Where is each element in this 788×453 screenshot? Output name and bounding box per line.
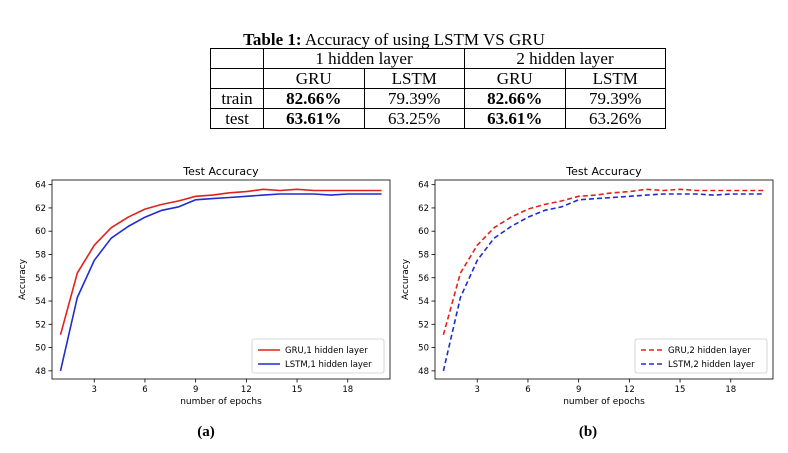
chart-b-y-tick-label: 50 (418, 344, 429, 354)
chart-b-y-tick-label: 54 (418, 297, 429, 307)
table-group-header: 1 hidden layer (263, 48, 465, 69)
table-cell: 82.66% (263, 88, 365, 109)
chart-a-x-tick-label: 18 (342, 385, 353, 395)
table-row-label: train (210, 88, 264, 109)
chart-a-y-tick-label: 52 (35, 320, 46, 330)
table-corner-cell (210, 48, 264, 69)
chart-a-series-line-gru (59, 188, 382, 336)
chart-b-y-tick-label: 64 (418, 181, 429, 191)
chart-a-x-tick-label: 6 (142, 385, 147, 395)
table-cell: 63.61% (464, 108, 566, 129)
chart-a-legend-label-lstm: LSTM,1 hidden layer (285, 360, 372, 370)
chart-b-y-tick-label: 56 (418, 274, 429, 284)
table-cell: 82.66% (464, 88, 566, 109)
chart-a-y-tick-label: 54 (35, 297, 46, 307)
table-model-header: LSTM (363, 68, 465, 89)
chart-a-x-tick-label: 15 (292, 385, 303, 395)
chart-a-x-tick-label: 9 (193, 385, 198, 395)
chart-b-y-tick-label: 62 (418, 204, 429, 214)
chart-a-y-tick-label: 58 (35, 250, 46, 260)
chart-b-x-tick-label: 3 (475, 385, 480, 395)
subfigure-label-a: (a) (197, 424, 215, 440)
table-cell: 63.26% (564, 108, 666, 129)
subfigure-label-b: (b) (578, 424, 598, 440)
chart-a-y-tick-label: 48 (35, 367, 46, 377)
table-caption-text: Accuracy of using LSTM VS GRU (304, 30, 545, 49)
table-cell: 63.25% (363, 108, 465, 129)
chart-a-legend-label-gru: GRU,1 hidden layer (285, 346, 368, 356)
chart-b-y-tick-label: 52 (418, 320, 429, 330)
chart-a-x-tick-label: 3 (92, 385, 97, 395)
chart-b-y-axis-label: Accuracy (401, 258, 411, 300)
chart-b-x-tick-label: 18 (725, 385, 736, 395)
table-model-header: GRU (263, 68, 365, 89)
chart-a-y-tick-label: 62 (35, 204, 46, 214)
chart-a-y-tick-label: 64 (35, 181, 46, 191)
chart-a-x-axis-label: number of epochs (180, 397, 262, 407)
chart-b-series-line-gru (442, 188, 765, 336)
table-header-row-models: GRU LSTM GRU LSTM (210, 68, 666, 89)
chart-b-series-line-lstm (442, 193, 765, 372)
table-model-header: GRU (464, 68, 566, 89)
results-table: 1 hidden layer 2 hidden layer GRU LSTM G… (210, 48, 666, 129)
chart-b-title: Test Accuracy (565, 165, 642, 178)
chart-b-legend-label-lstm: LSTM,2 hidden layer (668, 360, 755, 370)
table-cell: 63.61% (263, 108, 365, 129)
chart-a-legend-box (251, 338, 385, 374)
chart-b-x-axis-label: number of epochs (563, 397, 645, 407)
chart-a-x-tick-label: 12 (241, 385, 252, 395)
chart-b-y-tick-label: 58 (418, 250, 429, 260)
chart-b-legend-box (634, 338, 768, 374)
chart-a-y-tick-label: 50 (35, 344, 46, 354)
chart-b-legend-label-gru: GRU,2 hidden layer (668, 346, 751, 356)
chart-a-y-tick-label: 56 (35, 274, 46, 284)
chart-b-y-tick-label: 60 (418, 227, 429, 237)
table-row: test 63.61% 63.25% 63.61% 63.26% (210, 108, 666, 129)
chart-b-x-tick-label: 6 (525, 385, 530, 395)
chart-a-series-line-lstm (59, 193, 382, 372)
chart-b-x-tick-label: 15 (675, 385, 686, 395)
chart-a-plot-frame (51, 179, 391, 380)
chart-b-plot-frame (434, 179, 774, 380)
table-caption: Table 1: Accuracy of using LSTM VS GRU (0, 30, 788, 50)
chart-b-x-tick-label: 9 (576, 385, 581, 395)
chart-b-y-tick-label: 48 (418, 367, 429, 377)
chart-b-x-tick-label: 12 (624, 385, 635, 395)
chart-a-y-tick-label: 60 (35, 227, 46, 237)
chart-a-title: Test Accuracy (182, 165, 259, 178)
table-row-label: test (210, 108, 264, 129)
table-caption-label: Table 1: (243, 30, 302, 49)
chart-a-y-axis-label: Accuracy (18, 258, 28, 300)
